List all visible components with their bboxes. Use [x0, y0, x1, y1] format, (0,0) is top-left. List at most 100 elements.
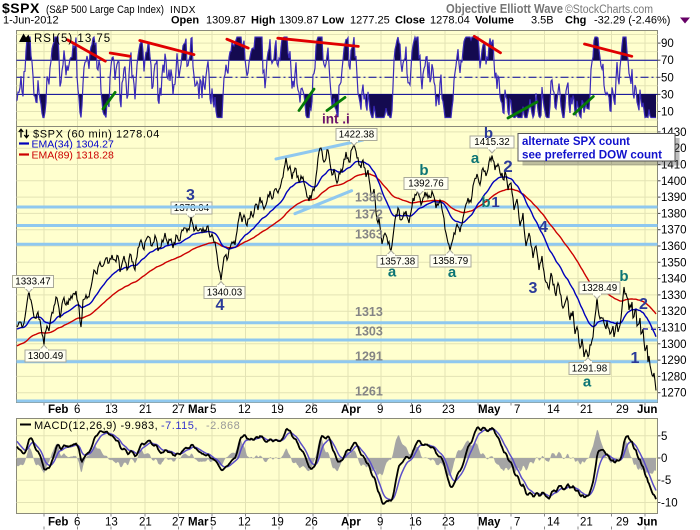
svg-text:alternate SPX count: alternate SPX count [522, 134, 630, 148]
svg-text:29: 29 [616, 517, 629, 529]
svg-text:-5: -5 [661, 475, 671, 487]
svg-text:10: 10 [661, 107, 674, 119]
svg-text:5: 5 [210, 517, 216, 529]
svg-text:EMA(34) 1304.27: EMA(34) 1304.27 [32, 139, 114, 151]
svg-text:1310: 1310 [661, 323, 687, 335]
svg-text:b: b [419, 162, 428, 179]
svg-text:12: 12 [238, 517, 251, 529]
svg-text:3.5B: 3.5B [531, 15, 554, 27]
svg-text:2: 2 [503, 157, 512, 176]
svg-text:a: a [448, 264, 457, 281]
svg-text:1340: 1340 [661, 274, 687, 286]
svg-text:14: 14 [547, 517, 560, 529]
svg-text:-7.115,: -7.115, [161, 420, 198, 432]
svg-text:Open: Open [171, 15, 199, 27]
svg-text:1261: 1261 [355, 385, 383, 399]
svg-text:$SPX: $SPX [2, 0, 40, 16]
svg-text:b: b [484, 125, 493, 142]
svg-text:1290: 1290 [661, 355, 687, 367]
svg-text:27: 27 [172, 517, 185, 529]
svg-text:1350: 1350 [661, 257, 687, 269]
svg-text:-2.868: -2.868 [206, 420, 240, 432]
svg-text:b: b [619, 268, 628, 285]
svg-text:Mar: Mar [188, 517, 209, 529]
svg-text:Objective Elliott Wave: Objective Elliott Wave [446, 2, 563, 16]
svg-text:a: a [583, 374, 592, 391]
svg-text:INDX: INDX [170, 5, 196, 16]
svg-text:int .i: int .i [322, 112, 350, 127]
svg-text:0: 0 [661, 453, 667, 465]
svg-text:May: May [478, 404, 501, 416]
svg-text:23: 23 [442, 404, 455, 416]
svg-text:26: 26 [305, 517, 318, 529]
svg-text:1358.79: 1358.79 [433, 256, 468, 267]
svg-text:5: 5 [661, 431, 667, 443]
svg-text:1278.04: 1278.04 [430, 15, 470, 27]
svg-text:3: 3 [529, 280, 538, 297]
svg-text:1309.87: 1309.87 [279, 15, 319, 27]
svg-text:Chg: Chg [565, 15, 586, 27]
svg-text:13: 13 [105, 517, 118, 529]
svg-text:21: 21 [580, 517, 593, 529]
svg-text:1303: 1303 [355, 325, 383, 339]
svg-text:Close: Close [395, 15, 425, 27]
svg-text:Feb: Feb [48, 517, 68, 529]
svg-text:Jun: Jun [637, 517, 657, 529]
svg-text:1320: 1320 [661, 306, 687, 318]
svg-text:1392.76: 1392.76 [408, 179, 444, 190]
svg-text:Feb: Feb [48, 404, 68, 416]
svg-text:a: a [471, 150, 480, 167]
svg-text:3: 3 [186, 187, 195, 204]
svg-text:1340.03: 1340.03 [207, 288, 243, 299]
svg-text:©StockCharts.com: ©StockCharts.com [565, 4, 653, 16]
svg-text:21: 21 [139, 404, 152, 416]
svg-text:21: 21 [139, 517, 152, 529]
svg-text:Apr: Apr [341, 404, 361, 416]
svg-text:1: 1 [631, 350, 640, 367]
svg-text:1291: 1291 [355, 350, 383, 364]
svg-text:1309.87: 1309.87 [206, 15, 246, 27]
svg-text:1386: 1386 [355, 191, 383, 205]
svg-text:90: 90 [661, 38, 674, 50]
svg-text:a: a [388, 264, 397, 281]
svg-text:1280: 1280 [661, 371, 687, 383]
svg-text:1370: 1370 [661, 225, 687, 237]
svg-text:7: 7 [514, 404, 520, 416]
svg-text:70: 70 [661, 55, 674, 67]
svg-text:29: 29 [616, 404, 629, 416]
svg-text:6: 6 [74, 517, 80, 529]
svg-text:16: 16 [409, 517, 422, 529]
svg-text:4: 4 [539, 219, 548, 236]
svg-text:1328.49: 1328.49 [582, 283, 617, 294]
svg-text:1330: 1330 [661, 290, 687, 302]
svg-text:Low: Low [322, 15, 344, 27]
svg-text:RSI(5) 13.75: RSI(5) 13.75 [34, 33, 111, 45]
svg-text:-32.29 (-2.46%): -32.29 (-2.46%) [594, 15, 670, 27]
svg-text:b: b [481, 194, 490, 211]
svg-text:2: 2 [639, 296, 648, 313]
svg-text:1380: 1380 [661, 208, 687, 220]
svg-text:1277.25: 1277.25 [350, 15, 390, 27]
svg-text:16: 16 [409, 404, 422, 416]
svg-text:1357.38: 1357.38 [380, 257, 416, 268]
svg-text:-10: -10 [661, 498, 678, 510]
svg-text:1415.32: 1415.32 [474, 137, 509, 148]
svg-text:4: 4 [216, 297, 225, 314]
svg-text:1300: 1300 [661, 339, 687, 351]
svg-text:12: 12 [238, 404, 251, 416]
svg-text:13: 13 [105, 404, 118, 416]
svg-text:Mar: Mar [188, 404, 209, 416]
svg-text:Apr: Apr [341, 517, 361, 529]
svg-text:19: 19 [271, 404, 284, 416]
svg-text:50: 50 [661, 72, 674, 84]
svg-text:High: High [251, 15, 276, 27]
svg-text:1378.04: 1378.04 [174, 203, 210, 214]
svg-text:1360: 1360 [661, 241, 687, 253]
svg-text:1400: 1400 [661, 176, 687, 188]
svg-text:1270: 1270 [661, 388, 687, 400]
svg-text:MACD(12,26,9) -9.983,: MACD(12,26,9) -9.983, [34, 420, 158, 432]
svg-text:1390: 1390 [661, 192, 687, 204]
svg-text:9: 9 [377, 517, 383, 529]
svg-text:1410: 1410 [661, 160, 687, 172]
svg-text:(S&P 500 Large Cap Index): (S&P 500 Large Cap Index) [46, 4, 164, 16]
